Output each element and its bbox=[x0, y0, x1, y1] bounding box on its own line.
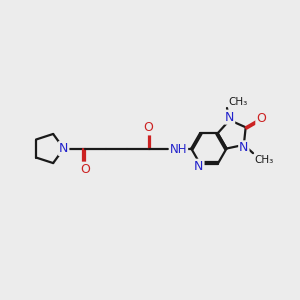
Text: N: N bbox=[59, 142, 68, 155]
Text: N: N bbox=[194, 160, 204, 173]
Text: N: N bbox=[225, 111, 234, 124]
Text: CH₃: CH₃ bbox=[228, 97, 248, 106]
Text: O: O bbox=[144, 122, 154, 134]
Text: NH: NH bbox=[170, 143, 187, 156]
Text: CH₃: CH₃ bbox=[254, 154, 274, 165]
Text: N: N bbox=[239, 141, 248, 154]
Text: O: O bbox=[256, 112, 266, 125]
Text: O: O bbox=[80, 163, 90, 176]
